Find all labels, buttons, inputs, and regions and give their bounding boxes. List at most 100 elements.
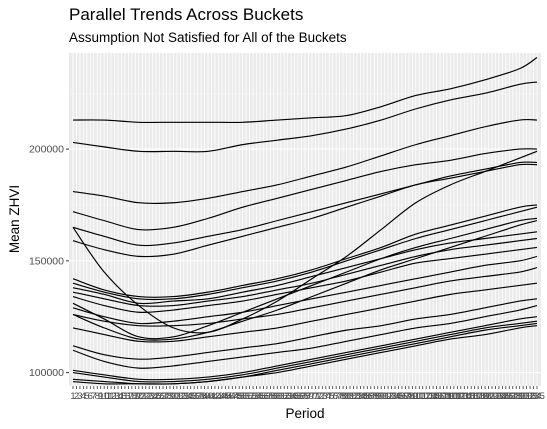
x-tick-label: 45 — [220, 391, 231, 402]
x-tick-label: 100 — [408, 391, 424, 402]
series-line-14 — [72, 217, 538, 340]
x-tick-label: 7 — [91, 391, 96, 402]
x-tick-label: 85 — [359, 391, 370, 402]
x-tick-label: 66 — [293, 391, 304, 402]
x-tick-label: 122 — [484, 391, 500, 402]
x-tick-label: 132 — [519, 391, 535, 402]
x-tick-label: 60 — [272, 391, 283, 402]
chart-title: Parallel Trends Across Buckets — [69, 5, 303, 24]
x-tick-label: 69 — [303, 391, 314, 402]
x-tick-label: 111 — [447, 391, 461, 402]
x-tick-label: 34 — [182, 391, 193, 402]
x-tick-label: 57 — [262, 391, 273, 402]
x-tick-label: 87 — [366, 391, 377, 402]
x-tick-label: 71 — [310, 391, 321, 402]
x-tick-label: 18 — [127, 391, 138, 402]
x-tick-label: 33 — [179, 391, 190, 402]
x-tick-label: 78 — [334, 391, 345, 402]
x-tick-label: 42 — [210, 391, 221, 402]
x-tick-label: 121 — [481, 391, 497, 402]
x-tick-label: 97 — [400, 391, 411, 402]
x-tick-label: 98 — [404, 391, 415, 402]
x-axis: 1234567891011121314151617181920212223242… — [70, 386, 545, 402]
x-tick-label: 113 — [453, 391, 468, 402]
x-tick-label: 22 — [140, 391, 151, 402]
x-tick-label: 50 — [237, 391, 248, 402]
series-line-18 — [72, 298, 538, 360]
x-tick-label: 59 — [269, 391, 280, 402]
x-tick-label: 61 — [275, 391, 286, 402]
x-tick-label: 11 — [103, 391, 113, 402]
series-layer — [72, 56, 538, 385]
series-line-1 — [72, 56, 538, 124]
x-tick-label: 114 — [457, 391, 472, 402]
series-line-12 — [72, 246, 538, 313]
x-tick-label: 39 — [199, 391, 210, 402]
x-tick-label: 106 — [429, 391, 445, 402]
x-tick-label: 27 — [158, 391, 169, 402]
x-tick-label: 48 — [230, 391, 241, 402]
x-tick-label: 89 — [372, 391, 383, 402]
x-tick-label: 49 — [234, 391, 245, 402]
x-tick-label: 82 — [348, 391, 359, 402]
x-tick-label: 63 — [282, 391, 293, 402]
x-tick-label: 76 — [327, 391, 338, 402]
x-tick-label: 68 — [300, 391, 311, 402]
x-tick-label: 52 — [244, 391, 255, 402]
x-tick-label: 8 — [95, 391, 100, 402]
x-tick-label: 1 — [70, 391, 75, 402]
x-tick-label: 47 — [227, 391, 238, 402]
x-tick-label: 19 — [130, 391, 141, 402]
x-tick-label: 86 — [362, 391, 373, 402]
x-tick-label: 104 — [422, 391, 438, 402]
x-tick-label: 90 — [376, 391, 387, 402]
x-tick-label: 91 — [379, 391, 390, 402]
x-tick-label: 101 — [411, 391, 427, 402]
x-tick-label: 125 — [494, 391, 510, 402]
x-tick-label: 51 — [241, 391, 252, 402]
series-line-4 — [72, 148, 538, 231]
x-tick-label: 38 — [196, 391, 207, 402]
series-line-2 — [72, 81, 538, 153]
x-tick-label: 80 — [341, 391, 352, 402]
x-tick-label: 36 — [189, 391, 200, 402]
x-tick-label: 127 — [501, 391, 517, 402]
x-tick-label: 9 — [98, 391, 103, 402]
x-tick-label: 62 — [279, 391, 290, 402]
y-tick-label: 100000 — [29, 367, 64, 379]
x-tick-label: 30 — [168, 391, 179, 402]
x-tick-label: 108 — [436, 391, 452, 402]
y-axis-title: Mean ZHVI — [7, 185, 22, 253]
x-tick-label: 133 — [522, 391, 538, 402]
x-tick-label: 79 — [338, 391, 349, 402]
x-tick-label: 135 — [529, 391, 545, 402]
x-tick-label: 26 — [154, 391, 165, 402]
x-tick-label: 12 — [106, 391, 117, 402]
series-line-15 — [72, 220, 538, 341]
x-tick-label: 17 — [123, 391, 134, 402]
x-tick-label: 120 — [477, 391, 493, 402]
series-line-3 — [72, 118, 538, 205]
x-tick-label: 81 — [345, 391, 356, 402]
y-axis: 100000 150000 200000 — [29, 144, 69, 379]
x-tick-label: 129 — [508, 391, 524, 402]
x-tick-label: 5 — [84, 391, 89, 402]
chart-subtitle: Assumption Not Satisfied for All of the … — [69, 30, 347, 45]
x-tick-label: 75 — [324, 391, 335, 402]
x-tick-label: 72 — [314, 391, 325, 402]
x-tick-label: 37 — [192, 391, 203, 402]
x-tick-label: 43 — [213, 391, 224, 402]
x-tick-label: 3 — [77, 391, 82, 402]
x-tick-label: 16 — [120, 391, 131, 402]
x-tick-label: 115 — [460, 391, 475, 402]
x-tick-label: 92 — [383, 391, 394, 402]
x-tick-label: 40 — [203, 391, 214, 402]
x-tick-label: 4 — [81, 391, 86, 402]
x-tick-label: 126 — [498, 391, 514, 402]
x-tick-label: 128 — [505, 391, 521, 402]
x-tick-label: 46 — [224, 391, 235, 402]
x-tick-label: 109 — [439, 391, 455, 402]
x-tick-label: 77 — [331, 391, 342, 402]
x-tick-label: 55 — [255, 391, 266, 402]
